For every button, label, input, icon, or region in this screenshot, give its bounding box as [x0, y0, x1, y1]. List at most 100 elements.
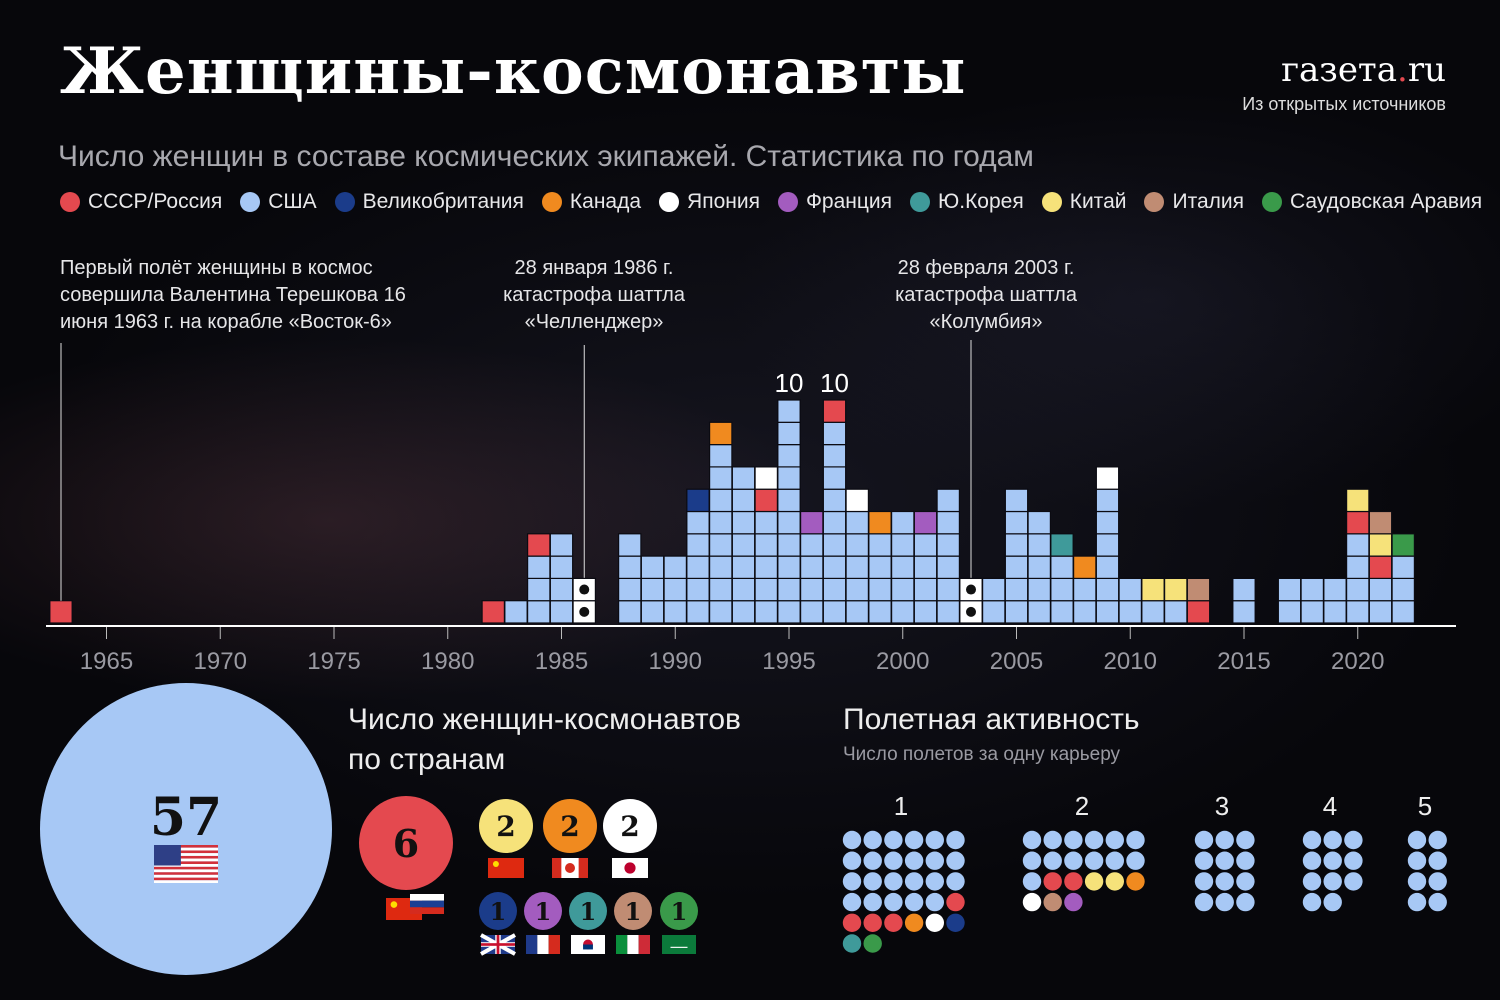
bar-cell-2005 — [1004, 577, 1029, 602]
bar-cell-1999 — [868, 533, 892, 557]
peak-label: 10 — [820, 368, 849, 398]
bar-cell-2009 — [1095, 577, 1120, 602]
flag-part — [154, 864, 218, 867]
flight-dot — [925, 913, 944, 932]
bar-cell-2006 — [1027, 555, 1051, 579]
flight-dot — [1407, 872, 1427, 891]
bar-cell-2013 — [1186, 600, 1211, 624]
bar-cell-2021 — [1368, 533, 1393, 557]
bar-cell-2005 — [1004, 555, 1029, 579]
bar-cell-1991 — [686, 600, 710, 624]
bar-cell-2009 — [1095, 488, 1120, 513]
flight-dot — [925, 872, 944, 891]
bar-cell-2002 — [936, 510, 960, 535]
flight-dot — [1022, 830, 1042, 850]
flight-dot — [1323, 892, 1342, 912]
country-count-japan: 2 — [620, 810, 639, 843]
bar-cell-2011 — [1141, 600, 1165, 624]
flight-dot — [1428, 830, 1447, 850]
legend-swatch — [1262, 192, 1282, 212]
flag-part — [481, 943, 515, 946]
country-bubbles: 57 6 2 2 21 1 1 1 1 — [40, 683, 698, 975]
bar-cell-2017 — [1277, 600, 1302, 624]
bar-cell-1993 — [731, 577, 756, 602]
flight-dot — [946, 892, 965, 912]
bar-cell-1984 — [526, 577, 551, 602]
flight-dot — [1344, 851, 1363, 870]
flight-dot — [1215, 851, 1234, 870]
bar-cell-2006 — [1027, 510, 1051, 535]
flag-part — [624, 862, 636, 874]
flag-uk — [480, 933, 516, 956]
bar-cell-2020 — [1345, 555, 1370, 579]
lost-crew-dot — [579, 606, 590, 617]
source-note: Из открытых источников — [1242, 94, 1446, 114]
x-tick-label: 1970 — [194, 648, 247, 675]
bar-cell-1998 — [845, 577, 869, 602]
legend-label: Китай — [1069, 190, 1127, 213]
flag-part — [154, 872, 218, 875]
flight-dot — [863, 872, 882, 891]
country-count-usa: 57 — [150, 787, 222, 848]
bar-cell-1993 — [731, 533, 756, 557]
flight-dot — [1302, 830, 1322, 850]
legend-swatch — [60, 192, 80, 212]
flight-dot — [1236, 851, 1255, 870]
flight-dot — [946, 830, 965, 850]
flight-dot — [842, 851, 862, 870]
bar-cell-1996 — [799, 600, 824, 624]
flag-japan — [612, 858, 648, 878]
lost-crew-dot — [966, 584, 976, 595]
flight-dot — [904, 872, 924, 891]
bar-cell-2020 — [1345, 577, 1370, 602]
bar-cell-1994 — [754, 600, 778, 624]
x-tick-label: 2000 — [876, 648, 929, 675]
flag-part — [488, 858, 524, 878]
flight-activity: 1 2 3 4 5 — [842, 791, 1447, 953]
flight-dot — [1043, 830, 1062, 850]
legend-label: Великобритания — [362, 190, 524, 213]
countries-title: Число женщин-космонавтов по странам — [348, 703, 741, 776]
bar-cell-1991 — [686, 488, 710, 513]
bar-cell-1985 — [549, 533, 574, 557]
bar-cell-1995 — [777, 577, 801, 602]
bar-cell-1985 — [549, 577, 574, 602]
bar-cell-2019 — [1323, 600, 1347, 624]
flight-dot — [1215, 872, 1234, 891]
legend-item-canada: Канада — [541, 190, 641, 214]
bar-cell-2009 — [1095, 555, 1120, 579]
legend-item-uk: Великобритания — [334, 190, 524, 214]
bar-cell-1992 — [708, 577, 733, 602]
bar-cell-1993 — [731, 510, 756, 535]
legend-item-france: Франция — [777, 190, 892, 214]
page-title: Женщины-космонавты — [60, 34, 967, 109]
flight-dot — [1043, 872, 1062, 891]
flights-count-label: 1 — [894, 791, 908, 821]
flag-italy — [616, 935, 650, 954]
country-count-uk: 1 — [490, 897, 507, 926]
note-columbia: 28 февраля 2003 г. катастрофа шаттла «Ко… — [895, 257, 1077, 333]
bar-cell-2022 — [1391, 600, 1415, 624]
flight-dot — [1215, 892, 1234, 912]
legend-swatch — [1041, 192, 1062, 212]
brand-tld: ru — [1407, 50, 1446, 90]
bar-cell-2005 — [1004, 488, 1029, 513]
bar-cell-1988 — [617, 600, 642, 624]
flight-dot — [1043, 892, 1062, 912]
flight-dot — [1302, 892, 1322, 912]
bar-cell-2021 — [1368, 577, 1393, 602]
bar-cell-1992 — [708, 533, 733, 557]
bar-cell-1988 — [617, 577, 642, 602]
bar-cell-1988 — [617, 533, 642, 557]
flight-dot — [925, 830, 944, 850]
flag-saudi — [662, 935, 696, 954]
bar-cell-1992 — [708, 444, 733, 468]
bar-cell-2021 — [1368, 600, 1393, 624]
bar-cell-1994 — [754, 577, 778, 602]
bar-cell-1996 — [799, 555, 824, 579]
country-count-ussr: 6 — [393, 821, 419, 866]
bar-cell-2008 — [1072, 577, 1097, 602]
flight-dot — [1022, 872, 1042, 891]
flight-dot — [1043, 851, 1062, 870]
bar-cell-2000 — [890, 600, 915, 624]
